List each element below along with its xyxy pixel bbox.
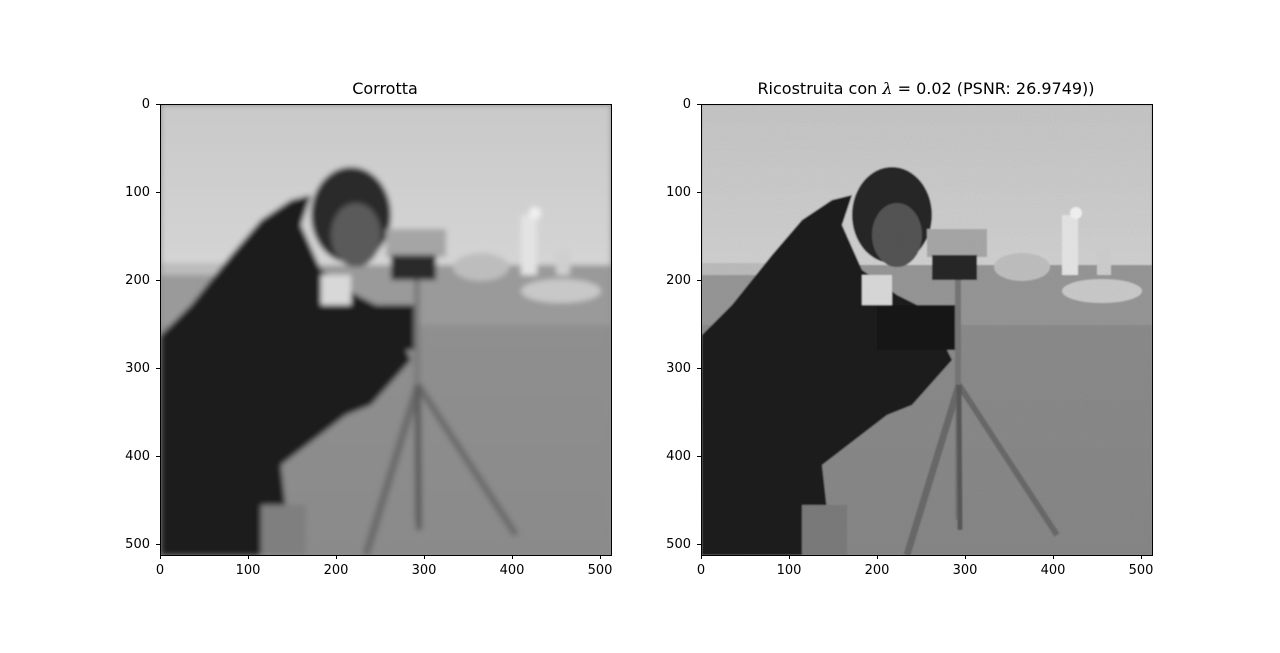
- ytick-mark: [156, 104, 160, 105]
- ytick-mark: [156, 456, 160, 457]
- xtick-label: 300: [411, 563, 437, 578]
- title-prefix: Ricostruita con: [757, 79, 883, 98]
- ytick-mark: [697, 368, 701, 369]
- ytick-label: 400: [666, 449, 691, 464]
- xtick-mark: [1141, 555, 1142, 559]
- ytick-mark: [697, 104, 701, 105]
- xtick-label: 400: [499, 563, 525, 578]
- ytick-label: 300: [125, 361, 150, 376]
- ytick-label: 500: [666, 537, 691, 552]
- xtick-mark: [424, 555, 425, 559]
- panel-title-left: Corrotta: [159, 79, 611, 98]
- xtick-label: 100: [776, 563, 802, 578]
- xtick-label: 500: [1128, 563, 1154, 578]
- xtick-mark: [789, 555, 790, 559]
- ytick-label: 300: [666, 361, 691, 376]
- ytick-label: 0: [141, 97, 150, 112]
- ytick-mark: [697, 192, 701, 193]
- xtick-label: 0: [696, 563, 706, 578]
- ytick-mark: [156, 192, 160, 193]
- title-suffix: = 0.02 (PSNR: 26.9749)): [892, 79, 1095, 98]
- ytick-label: 200: [666, 273, 691, 288]
- xtick-label: 100: [235, 563, 261, 578]
- xtick-mark: [336, 555, 337, 559]
- xtick-label: 200: [864, 563, 890, 578]
- title-text-left: Corrotta: [352, 79, 418, 98]
- ytick-mark: [156, 544, 160, 545]
- ytick-mark: [697, 456, 701, 457]
- xtick-mark: [160, 555, 161, 559]
- ytick-label: 200: [125, 273, 150, 288]
- photo-corrupted: [161, 105, 611, 555]
- xtick-label: 400: [1040, 563, 1066, 578]
- xtick-label: 500: [587, 563, 613, 578]
- xtick-mark: [248, 555, 249, 559]
- ytick-mark: [156, 280, 160, 281]
- photo-reconstructed: [702, 105, 1152, 555]
- image-panel-corrupted: [160, 104, 612, 556]
- xtick-label: 200: [323, 563, 349, 578]
- xtick-mark: [600, 555, 601, 559]
- ytick-mark: [697, 280, 701, 281]
- ytick-label: 0: [682, 97, 691, 112]
- image-panel-reconstructed: [701, 104, 1153, 556]
- panel-title-right: Ricostruita con λ = 0.02 (PSNR: 26.9749)…: [700, 79, 1152, 98]
- ytick-mark: [156, 368, 160, 369]
- ytick-mark: [697, 544, 701, 545]
- xtick-label: 300: [952, 563, 978, 578]
- xtick-mark: [701, 555, 702, 559]
- xtick-mark: [877, 555, 878, 559]
- xtick-label: 0: [155, 563, 165, 578]
- xtick-mark: [965, 555, 966, 559]
- ytick-label: 100: [666, 185, 691, 200]
- lambda-symbol: λ: [882, 79, 893, 98]
- ytick-label: 400: [125, 449, 150, 464]
- xtick-mark: [1053, 555, 1054, 559]
- ytick-label: 100: [125, 185, 150, 200]
- ytick-label: 500: [125, 537, 150, 552]
- xtick-mark: [512, 555, 513, 559]
